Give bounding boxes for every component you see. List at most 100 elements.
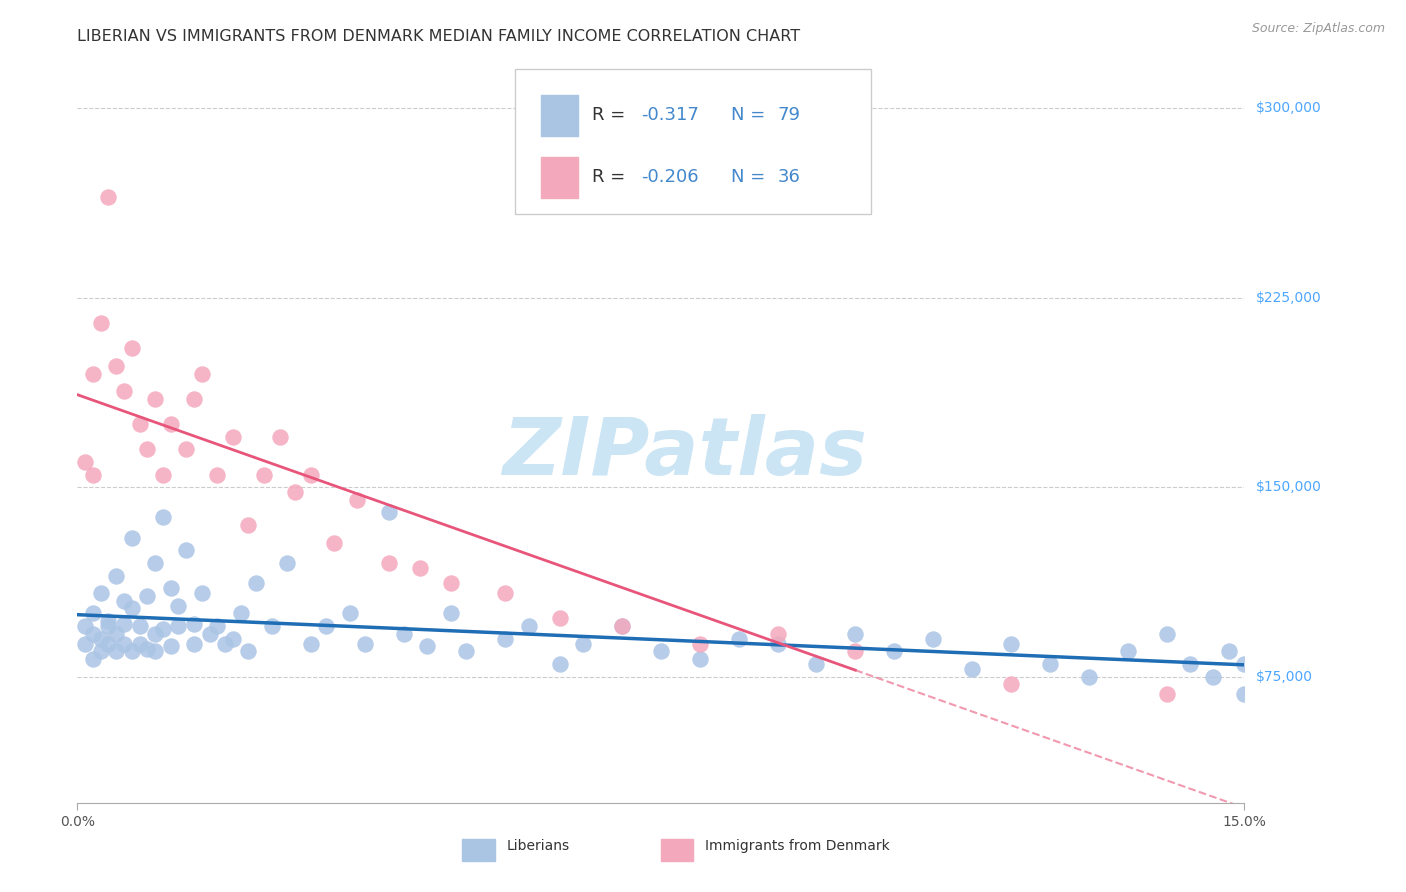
Text: $75,000: $75,000 (1256, 670, 1313, 683)
Point (238, 644, 260, 658)
Point (1116, 644, 1139, 658)
Point (143, 392, 166, 406)
Point (112, 637, 135, 651)
Text: Liberians: Liberians (506, 839, 569, 853)
Point (960, 662, 983, 676)
Point (572, 637, 595, 651)
Text: 36: 36 (778, 169, 800, 186)
Text: $225,000: $225,000 (1256, 291, 1322, 305)
Point (75, 619, 97, 633)
Point (143, 644, 166, 658)
Point (97, 637, 120, 651)
Point (207, 619, 229, 633)
Point (105, 626, 128, 640)
Point (689, 637, 711, 651)
Point (416, 640, 439, 654)
Point (1000, 637, 1022, 651)
Point (112, 594, 135, 608)
Text: 79: 79 (778, 106, 800, 124)
Point (276, 556, 298, 570)
Point (650, 644, 672, 658)
Point (136, 641, 159, 656)
Point (1039, 657, 1062, 671)
Point (159, 640, 181, 654)
Point (245, 576, 267, 591)
Point (152, 622, 174, 636)
Point (97, 614, 120, 628)
Point (167, 599, 190, 613)
Point (105, 359, 128, 373)
Text: Immigrants from Denmark: Immigrants from Denmark (706, 839, 890, 853)
Text: LIBERIAN VS IMMIGRANTS FROM DENMARK MEDIAN FAMILY INCOME CORRELATION CHART: LIBERIAN VS IMMIGRANTS FROM DENMARK MEDI… (77, 29, 800, 45)
Point (82, 652, 104, 666)
Point (121, 531, 143, 545)
Point (844, 644, 866, 658)
Point (377, 505, 399, 519)
Point (548, 657, 571, 671)
Point (844, 626, 866, 640)
Point (136, 442, 159, 457)
Point (143, 556, 166, 570)
Point (766, 637, 789, 651)
Point (121, 601, 143, 615)
Bar (541, 95, 578, 136)
Point (517, 619, 540, 633)
Point (548, 611, 571, 625)
Text: $300,000: $300,000 (1256, 102, 1322, 115)
Point (354, 637, 377, 651)
Point (1156, 626, 1178, 640)
Text: N =: N = (731, 106, 770, 124)
Point (260, 619, 283, 633)
Point (883, 644, 905, 658)
Point (75, 637, 97, 651)
Text: -0.317: -0.317 (641, 106, 699, 124)
Point (253, 467, 276, 482)
Point (82, 367, 104, 381)
Point (456, 644, 478, 658)
Point (207, 467, 229, 482)
Point (174, 442, 197, 457)
Point (1000, 677, 1022, 691)
Point (128, 637, 150, 651)
Point (494, 632, 516, 646)
Point (82, 467, 104, 482)
Point (1233, 657, 1256, 671)
Point (299, 637, 322, 651)
Point (238, 518, 260, 533)
Text: ZIPatlas: ZIPatlas (502, 414, 866, 491)
Point (198, 626, 221, 640)
Point (610, 619, 633, 633)
Text: -0.206: -0.206 (641, 169, 699, 186)
Text: N =: N = (731, 169, 770, 186)
Bar (463, 838, 495, 861)
Point (339, 607, 361, 621)
Point (440, 576, 463, 591)
Point (90, 586, 112, 600)
Point (1218, 644, 1240, 658)
Point (689, 652, 711, 666)
Point (97, 190, 120, 204)
FancyBboxPatch shape (515, 70, 870, 214)
Point (152, 467, 174, 482)
Point (440, 607, 463, 621)
Point (284, 485, 307, 500)
Point (183, 392, 205, 406)
Point (610, 619, 633, 633)
Point (922, 632, 945, 646)
Point (1077, 669, 1099, 683)
Point (183, 616, 205, 631)
Point (222, 430, 245, 444)
Point (1156, 687, 1178, 701)
Point (392, 626, 415, 640)
Point (82, 626, 104, 640)
Point (128, 619, 150, 633)
Point (143, 626, 166, 640)
Point (806, 657, 828, 671)
Point (167, 619, 190, 633)
Point (408, 561, 430, 575)
Point (121, 644, 143, 658)
Point (1178, 657, 1201, 671)
Point (159, 581, 181, 595)
Point (105, 644, 128, 658)
Point (105, 568, 128, 582)
